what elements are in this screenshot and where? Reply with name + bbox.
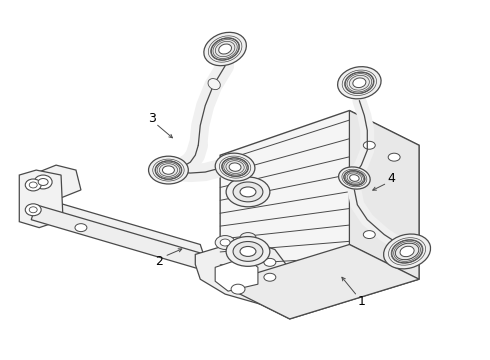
Ellipse shape bbox=[215, 235, 235, 249]
Ellipse shape bbox=[339, 167, 370, 189]
Polygon shape bbox=[31, 195, 205, 260]
Polygon shape bbox=[31, 205, 220, 269]
Ellipse shape bbox=[363, 231, 375, 239]
Ellipse shape bbox=[388, 243, 400, 251]
Ellipse shape bbox=[248, 246, 262, 253]
Ellipse shape bbox=[338, 67, 381, 99]
Ellipse shape bbox=[264, 273, 276, 281]
Ellipse shape bbox=[226, 237, 270, 266]
Polygon shape bbox=[220, 111, 419, 319]
Ellipse shape bbox=[25, 179, 41, 191]
Ellipse shape bbox=[208, 78, 220, 90]
Ellipse shape bbox=[75, 224, 87, 231]
Ellipse shape bbox=[220, 239, 230, 246]
Ellipse shape bbox=[388, 153, 400, 161]
Ellipse shape bbox=[229, 163, 241, 171]
Polygon shape bbox=[215, 257, 258, 291]
Ellipse shape bbox=[219, 44, 231, 54]
Ellipse shape bbox=[345, 72, 373, 93]
Ellipse shape bbox=[29, 182, 37, 188]
Ellipse shape bbox=[34, 175, 52, 189]
Ellipse shape bbox=[350, 175, 359, 181]
Text: 1: 1 bbox=[357, 294, 365, 307]
Ellipse shape bbox=[38, 179, 48, 185]
Ellipse shape bbox=[240, 233, 256, 243]
Ellipse shape bbox=[353, 78, 366, 87]
Ellipse shape bbox=[240, 187, 256, 197]
Ellipse shape bbox=[233, 242, 263, 261]
Ellipse shape bbox=[231, 284, 245, 294]
Ellipse shape bbox=[25, 204, 41, 216]
Ellipse shape bbox=[215, 153, 255, 181]
Ellipse shape bbox=[222, 158, 248, 176]
Ellipse shape bbox=[400, 246, 414, 257]
Ellipse shape bbox=[231, 246, 245, 253]
Ellipse shape bbox=[155, 161, 181, 179]
Polygon shape bbox=[31, 165, 81, 200]
Ellipse shape bbox=[29, 207, 37, 213]
Ellipse shape bbox=[363, 141, 375, 149]
Ellipse shape bbox=[226, 177, 270, 207]
Text: 4: 4 bbox=[387, 171, 395, 185]
Ellipse shape bbox=[392, 240, 422, 263]
Ellipse shape bbox=[384, 234, 431, 269]
Polygon shape bbox=[19, 170, 63, 228]
Polygon shape bbox=[196, 239, 290, 304]
Polygon shape bbox=[349, 111, 419, 279]
Ellipse shape bbox=[211, 38, 239, 60]
Ellipse shape bbox=[233, 182, 263, 202]
Ellipse shape bbox=[148, 156, 188, 184]
Ellipse shape bbox=[163, 166, 174, 174]
Ellipse shape bbox=[264, 258, 276, 266]
Ellipse shape bbox=[240, 247, 256, 256]
Ellipse shape bbox=[344, 171, 365, 185]
Text: 3: 3 bbox=[148, 112, 156, 125]
Text: 2: 2 bbox=[155, 255, 163, 268]
Ellipse shape bbox=[204, 32, 246, 66]
Ellipse shape bbox=[395, 243, 419, 260]
Polygon shape bbox=[220, 244, 419, 319]
